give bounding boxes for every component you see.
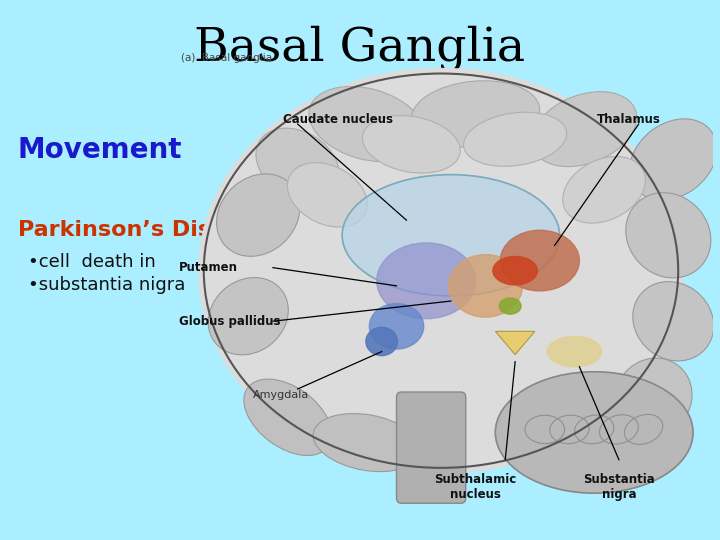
Ellipse shape [615, 358, 692, 436]
Text: Substantia
nigra: Substantia nigra [583, 473, 654, 501]
Ellipse shape [626, 193, 711, 278]
FancyBboxPatch shape [397, 392, 466, 503]
Ellipse shape [532, 92, 636, 167]
Ellipse shape [412, 81, 540, 147]
Ellipse shape [493, 256, 537, 285]
Ellipse shape [309, 86, 425, 161]
Polygon shape [495, 332, 535, 355]
Ellipse shape [563, 157, 645, 223]
Text: Movement: Movement [18, 136, 182, 164]
Ellipse shape [217, 174, 300, 256]
Ellipse shape [313, 414, 420, 471]
Ellipse shape [366, 327, 397, 356]
Ellipse shape [287, 163, 367, 227]
Text: Subthalamic
nucleus: Subthalamic nucleus [434, 473, 517, 501]
Ellipse shape [495, 372, 693, 493]
Text: Parkinson’s Disease: Parkinson’s Disease [18, 220, 269, 240]
Ellipse shape [449, 254, 523, 317]
Text: Amygdala: Amygdala [253, 390, 310, 400]
Ellipse shape [500, 230, 580, 291]
Ellipse shape [244, 379, 332, 455]
Ellipse shape [377, 243, 476, 319]
Ellipse shape [633, 281, 714, 361]
Ellipse shape [499, 298, 521, 314]
Ellipse shape [464, 112, 567, 166]
Text: •substantia nigra: •substantia nigra [28, 276, 185, 294]
Ellipse shape [342, 174, 559, 296]
Text: (a)  Basal ganglia: (a) Basal ganglia [181, 53, 272, 63]
Ellipse shape [199, 69, 683, 473]
Ellipse shape [630, 119, 717, 200]
Ellipse shape [208, 278, 288, 355]
Ellipse shape [369, 303, 423, 349]
Text: Globus pallidus: Globus pallidus [179, 315, 281, 328]
Text: Caudate nucleus: Caudate nucleus [283, 112, 393, 125]
Text: Thalamus: Thalamus [597, 112, 661, 125]
Ellipse shape [256, 128, 339, 201]
Text: Basal Ganglia: Basal Ganglia [194, 25, 526, 71]
Ellipse shape [362, 116, 460, 173]
Ellipse shape [547, 336, 602, 367]
Text: Putamen: Putamen [179, 261, 238, 274]
Text: •cell  death in: •cell death in [28, 253, 156, 271]
